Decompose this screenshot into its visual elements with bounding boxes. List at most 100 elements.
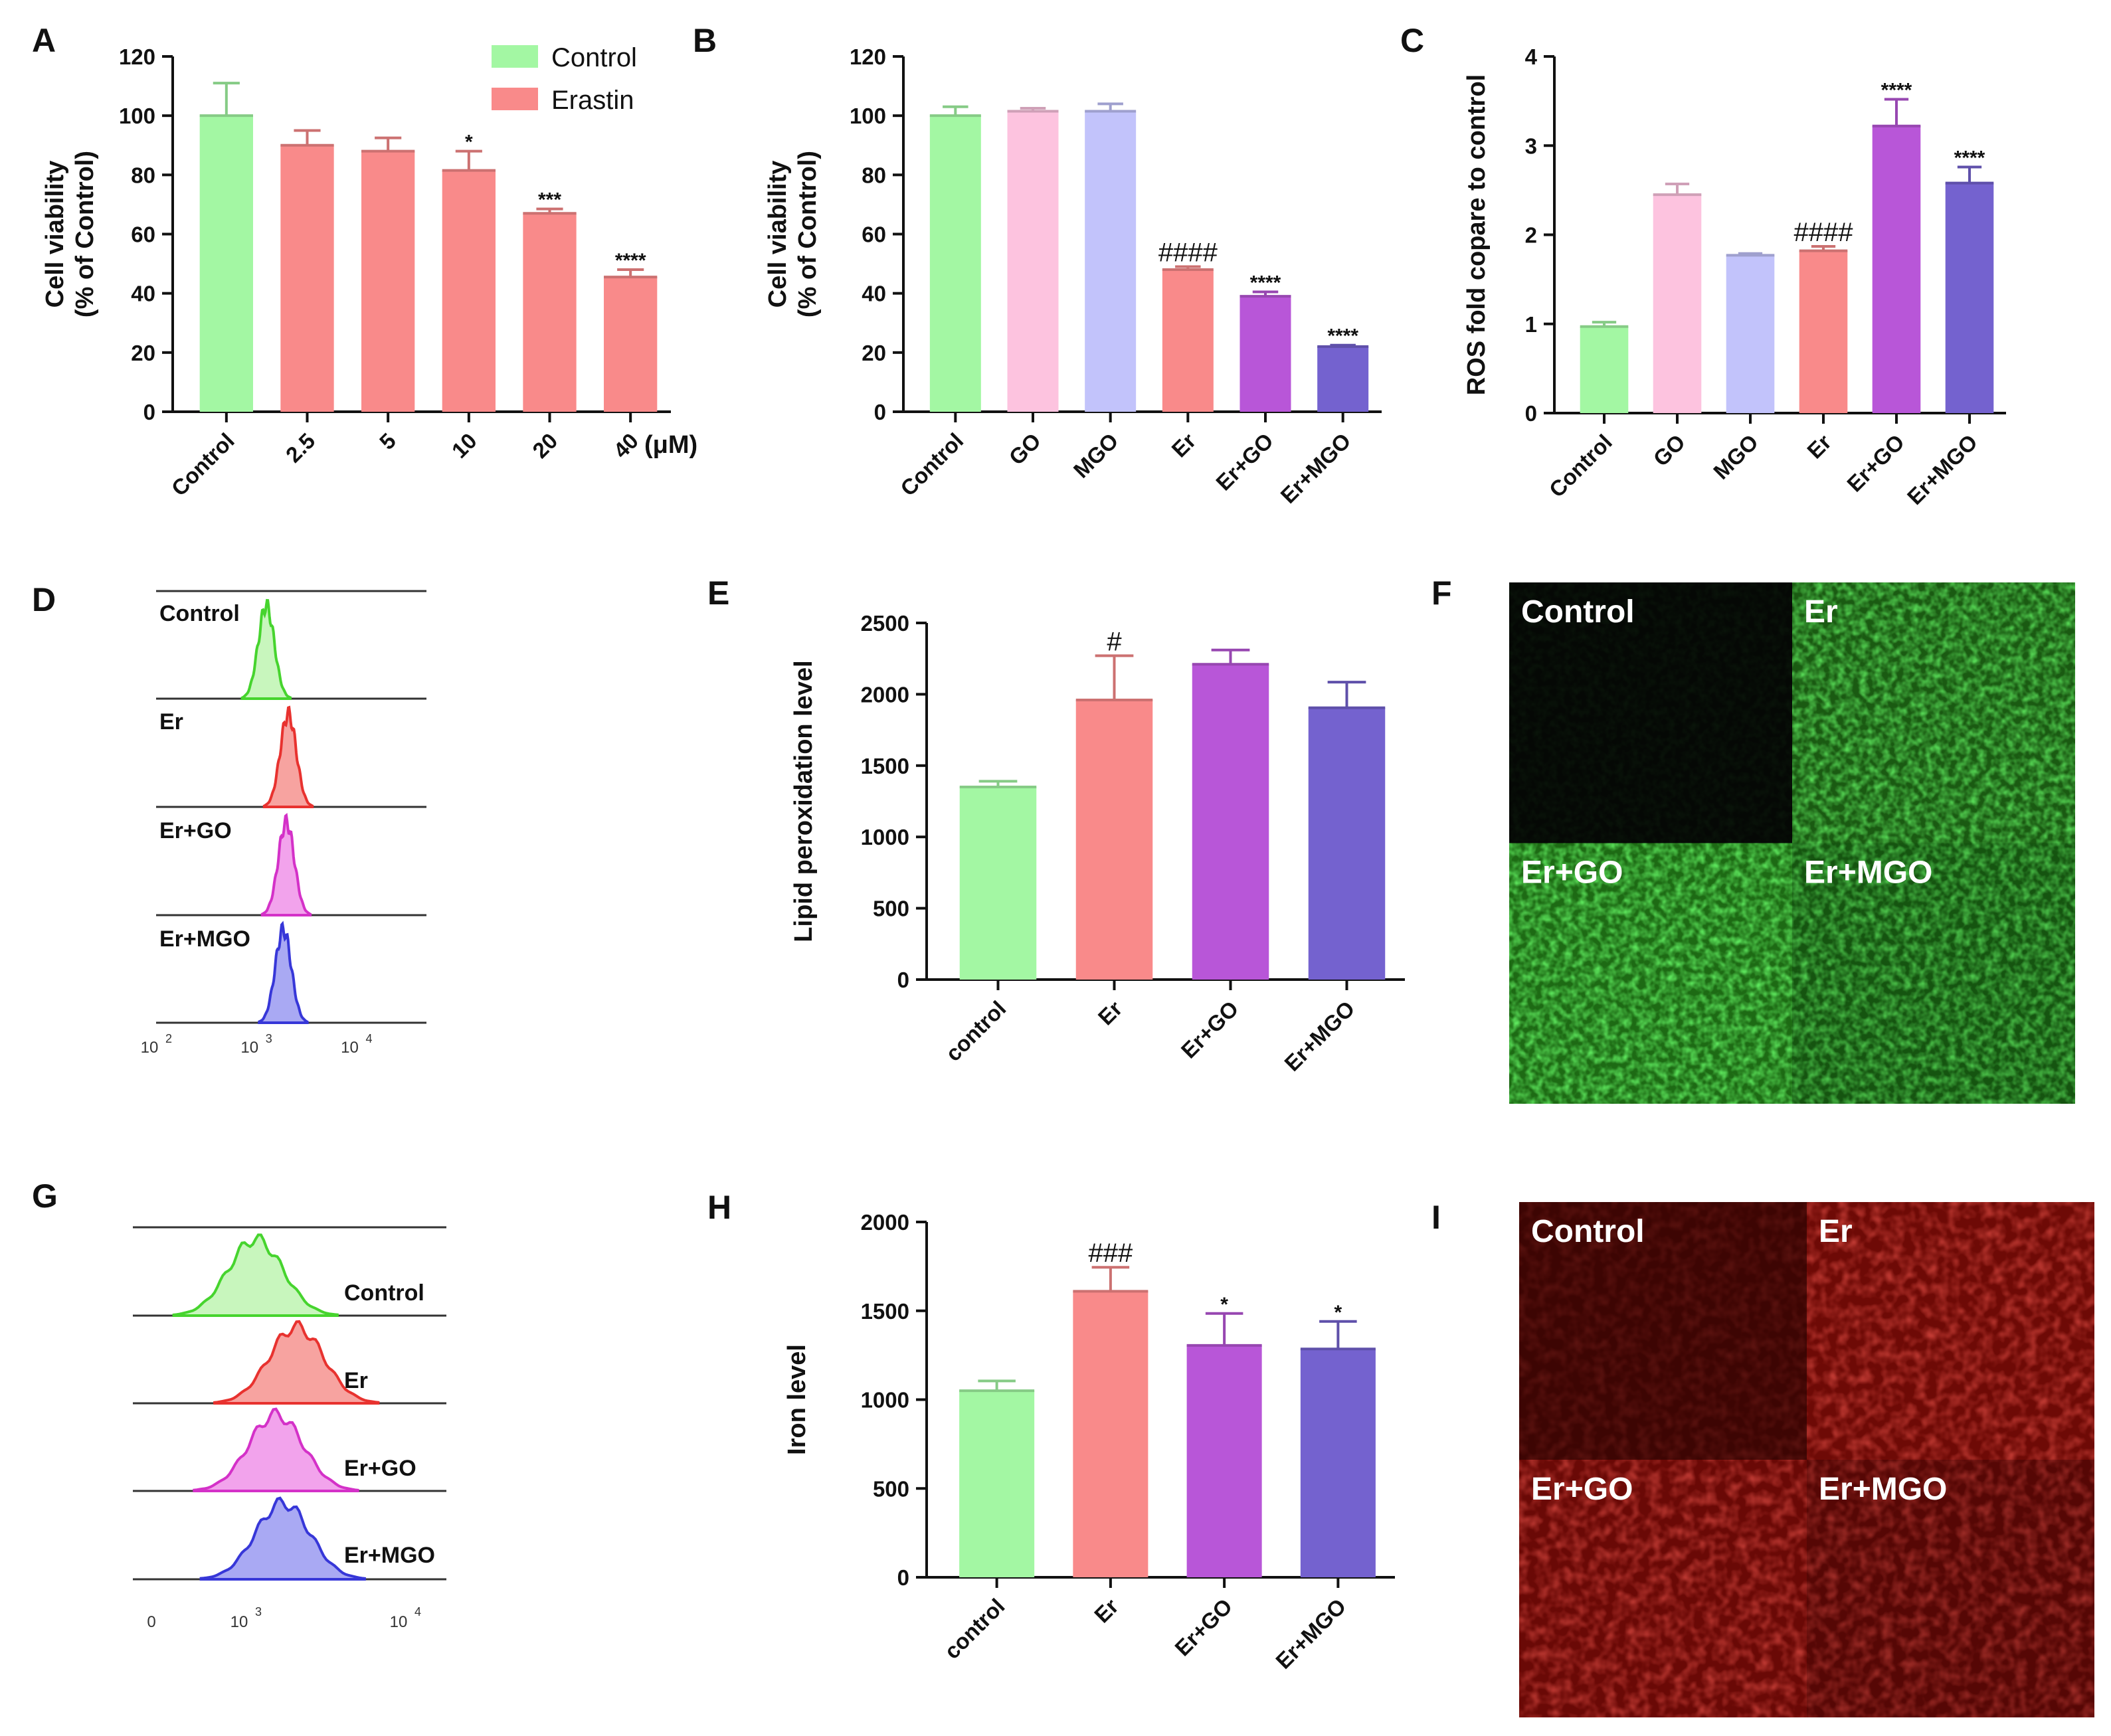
y-tick-label: 120 bbox=[850, 44, 886, 69]
y-tick-label: 60 bbox=[862, 222, 886, 247]
image-quadrant-texture bbox=[1807, 1202, 2094, 1460]
x-tick-label: Er+GO bbox=[1842, 430, 1909, 497]
image-quadrant-label: Er+GO bbox=[1521, 855, 1623, 891]
bar-20 bbox=[523, 213, 577, 412]
histogram-peak bbox=[172, 1233, 339, 1317]
panel-letter-f: F bbox=[1431, 574, 1452, 612]
bar-er-mgo bbox=[1945, 183, 1994, 413]
panel-letter-d: D bbox=[32, 581, 56, 618]
y-tick-label: 100 bbox=[850, 104, 886, 128]
image-quadrant-texture bbox=[1509, 843, 1792, 1104]
x-tick-label: MGO bbox=[1708, 430, 1763, 484]
significance-mark: ### bbox=[1089, 1239, 1133, 1268]
significance-mark: * bbox=[1334, 1302, 1342, 1324]
x-tick-label: GO bbox=[1648, 430, 1689, 471]
histogram-label: Control bbox=[159, 601, 240, 626]
bar-control bbox=[199, 116, 253, 412]
legend-swatch-erastin bbox=[492, 88, 538, 110]
y-tick-label: 500 bbox=[873, 1476, 909, 1501]
histogram-label: Control bbox=[344, 1280, 424, 1306]
panel-letter-g: G bbox=[32, 1177, 58, 1215]
y-axis-label: Cell viability bbox=[764, 161, 792, 308]
x-tick-label: Er+MGO bbox=[1275, 428, 1355, 508]
x-tick-label: 10 bbox=[230, 1613, 248, 1631]
y-tick-label: 20 bbox=[862, 341, 886, 365]
image-quadrant-texture bbox=[1807, 1460, 2094, 1717]
significance-mark: # bbox=[1107, 627, 1122, 656]
y-tick-label: 80 bbox=[862, 163, 886, 187]
legend-label-erastin: Erastin bbox=[551, 86, 634, 115]
x-tick-label: MGO bbox=[1069, 428, 1123, 483]
panel-letter-b: B bbox=[693, 22, 717, 59]
significance-mark: *** bbox=[538, 189, 561, 211]
y-tick-label: 0 bbox=[897, 968, 909, 992]
bar-er bbox=[1073, 1291, 1148, 1577]
bar-go bbox=[1007, 111, 1059, 412]
y-tick-label: 40 bbox=[862, 282, 886, 306]
x-tick-label: 20 bbox=[527, 428, 562, 463]
fluorescence-images: Control Er Er+GO Er+MGO Control Er Er+GO Er+MGO bbox=[1509, 582, 2094, 1717]
legend-swatch-control bbox=[492, 45, 538, 68]
image-quadrant-texture bbox=[1519, 1202, 1807, 1460]
image-quadrant-texture bbox=[1792, 843, 2075, 1104]
x-tick-label: 10 bbox=[341, 1039, 359, 1057]
x-tick-label: Control bbox=[167, 428, 239, 501]
chart-e: 0 500 1000 1500 2000 2500 Lipid peroxidation l… bbox=[790, 611, 1405, 1076]
chart-b: 0 20 40 60 80 100 120 Cell viability (% of Contr… bbox=[764, 44, 1382, 508]
bar-er bbox=[1075, 699, 1153, 980]
y-tick-label: 0 bbox=[143, 400, 155, 424]
histogram-panel-d: Control Er Er+GO Er+MGO 10 2 10 3 10 4 bbox=[141, 590, 426, 1057]
image-quadrant-texture bbox=[1509, 582, 1792, 843]
bar-go bbox=[1653, 195, 1702, 413]
y-tick-label: 60 bbox=[131, 222, 155, 247]
panel-letter-i: I bbox=[1431, 1199, 1441, 1236]
y-axis-label-line2: (% of Control) bbox=[71, 151, 99, 317]
y-axis-label: Iron level bbox=[783, 1344, 811, 1455]
x-tick-label: Er+GO bbox=[1211, 428, 1278, 495]
bar-er-go bbox=[1192, 664, 1269, 980]
y-tick-label: 4 bbox=[1525, 44, 1538, 69]
bar-er bbox=[1162, 270, 1214, 412]
x-tick-label: 5 bbox=[375, 428, 401, 454]
image-quadrant-label: Er bbox=[1804, 594, 1838, 630]
image-quadrant-label: Er+MGO bbox=[1804, 855, 1932, 891]
histogram-peak bbox=[262, 705, 314, 808]
y-tick-label: 500 bbox=[873, 897, 909, 921]
x-tick-label: GO bbox=[1004, 428, 1045, 470]
image-quadrant-label: Control bbox=[1531, 1214, 1645, 1249]
x-tick-label: Er bbox=[1802, 430, 1836, 464]
panel-letter-a: A bbox=[32, 22, 56, 59]
histogram-peak bbox=[258, 920, 309, 1024]
x-tick-label: Er+GO bbox=[1176, 996, 1243, 1063]
histogram-peak bbox=[199, 1496, 366, 1581]
significance-mark: * bbox=[1220, 1294, 1228, 1316]
x-tick-label: 10 bbox=[390, 1613, 408, 1631]
histogram-label: Er bbox=[344, 1368, 368, 1393]
x-tick-label: Er+MGO bbox=[1902, 430, 1982, 509]
bar-er-go bbox=[1872, 126, 1921, 413]
y-tick-label: 2000 bbox=[861, 1210, 909, 1235]
bar-40 bbox=[604, 277, 658, 412]
bar-control bbox=[1580, 326, 1629, 413]
x-tick-label: 10 bbox=[240, 1039, 258, 1057]
histogram-peak bbox=[193, 1407, 359, 1492]
image-quadrant-texture bbox=[1519, 1460, 1807, 1717]
bar-2-5 bbox=[280, 145, 334, 412]
y-tick-label: 1 bbox=[1525, 312, 1537, 337]
y-tick-label: 1500 bbox=[861, 1299, 909, 1324]
y-tick-label: 0 bbox=[1525, 401, 1537, 426]
image-quadrant-texture bbox=[1792, 582, 2075, 843]
significance-mark: **** bbox=[1954, 147, 1985, 169]
x-tick-exponent: 4 bbox=[414, 1605, 421, 1618]
bar-er-mgo bbox=[1317, 346, 1369, 412]
x-tick-label: Er+GO bbox=[1170, 1594, 1237, 1661]
histogram-label: Er bbox=[159, 709, 183, 735]
bar-mgo bbox=[1085, 111, 1137, 412]
histogram-label: Er+MGO bbox=[344, 1543, 435, 1568]
x-tick-label: Control bbox=[895, 428, 968, 501]
chart-h: 0 500 1000 1500 2000 Iron level control Er ### Er… bbox=[783, 1210, 1395, 1674]
y-tick-label: 2 bbox=[1525, 223, 1537, 248]
significance-mark: **** bbox=[1250, 272, 1281, 294]
x-unit-label: (μM) bbox=[644, 431, 697, 459]
